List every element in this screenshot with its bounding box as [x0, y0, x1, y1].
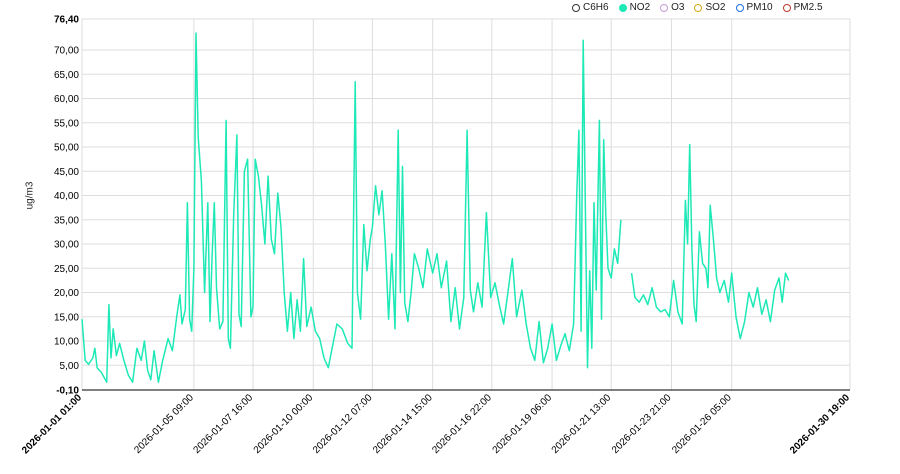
legend-label: PM2.5	[793, 2, 823, 13]
y-axis-label: ug/m3	[24, 181, 36, 210]
legend-item-no2[interactable]: NO2	[618, 2, 651, 13]
x-tick-label: 2026-01-30 19:00	[788, 392, 852, 456]
y-tick-label: 20,00	[54, 288, 79, 299]
legend-label: C6H6	[583, 2, 609, 13]
y-tick-label: 45,00	[54, 167, 79, 178]
legend-label: O3	[671, 2, 685, 13]
y-tick-label: 60,00	[54, 94, 79, 105]
y-tick-label: 55,00	[54, 118, 79, 129]
legend-item-c6h6[interactable]: C6H6	[572, 2, 609, 13]
y-tick-label: 35,00	[54, 215, 79, 226]
series-line-no2	[630, 143, 790, 340]
x-tick-label: 2026-01-01 01:00	[20, 392, 84, 456]
legend-label: SO2	[705, 2, 726, 13]
x-tick-label: 2026-01-26 05:00	[670, 392, 734, 456]
y-tick-label: 76,40	[54, 15, 79, 26]
x-tick-label: 2026-01-05 09:00	[132, 392, 196, 456]
x-tick-label: 2026-01-07 16:00	[192, 392, 256, 456]
y-tick-label: 15,00	[54, 312, 79, 323]
y-tick-label: 40,00	[54, 191, 79, 202]
x-axis-ticks: 2026-01-01 01:00 2026-01-05 09:002026-01-…	[20, 392, 852, 456]
x-tick-label: 2026-01-23 21:00	[610, 392, 674, 456]
x-tick-label: 2026-01-21 13:00	[550, 392, 614, 456]
legend-item-so2[interactable]: SO2	[694, 2, 726, 13]
legend-swatch-icon	[782, 3, 791, 12]
legend: C6H6 NO2 O3 SO2 PM10 PM2.5	[572, 2, 823, 13]
legend-item-pm25[interactable]: PM2.5	[782, 2, 823, 13]
x-tick-label: 2026-01-19 06:00	[491, 392, 555, 456]
y-tick-label: 65,00	[54, 70, 79, 81]
y-tick-label: 70,00	[54, 46, 79, 57]
legend-swatch-icon	[735, 3, 744, 12]
legend-swatch-icon	[694, 3, 703, 12]
legend-item-o3[interactable]: O3	[660, 2, 684, 13]
x-tick-label: 2026-01-12 07:00	[311, 392, 375, 456]
legend-swatch-icon	[618, 3, 627, 12]
y-tick-label: 30,00	[54, 240, 79, 251]
y-tick-label: -0,10	[56, 386, 79, 397]
legend-swatch-icon	[660, 3, 669, 12]
legend-item-pm10[interactable]: PM10	[735, 2, 773, 13]
x-tick-label: 2026-01-16 22:00	[430, 392, 494, 456]
legend-swatch-icon	[572, 3, 580, 12]
y-axis-ticks: -0,10 5,00 10,00 15,00 20,00 25,00 30,00 35,00 4…	[54, 15, 79, 397]
y-tick-label: 10,00	[54, 337, 79, 348]
legend-label: PM10	[746, 2, 773, 13]
series-line-no2	[81, 32, 622, 383]
x-tick-label: 2026-01-14 15:00	[371, 392, 435, 456]
y-tick-label: 50,00	[54, 143, 79, 154]
series-lines	[81, 32, 790, 383]
x-tick-label: 2026-01-10 00:00	[252, 392, 316, 456]
y-tick-label: 5,00	[60, 361, 80, 372]
y-tick-label: 25,00	[54, 264, 79, 275]
legend-label: NO2	[629, 2, 651, 13]
